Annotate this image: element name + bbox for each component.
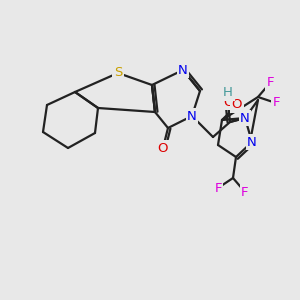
Text: N: N xyxy=(247,136,257,148)
Text: F: F xyxy=(272,97,280,110)
Text: N: N xyxy=(240,112,250,124)
Text: N: N xyxy=(187,110,197,122)
Text: F: F xyxy=(266,76,274,89)
Text: N: N xyxy=(178,64,188,76)
Text: O: O xyxy=(223,95,233,109)
Text: F: F xyxy=(241,185,249,199)
Text: O: O xyxy=(232,98,242,112)
Text: S: S xyxy=(114,67,122,80)
Text: O: O xyxy=(158,142,168,154)
Text: H: H xyxy=(223,86,233,100)
Text: F: F xyxy=(214,182,222,194)
